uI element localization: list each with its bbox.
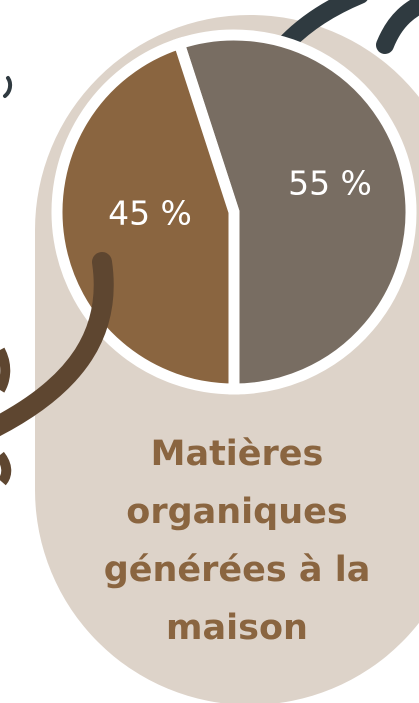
chart-title: Matières organiques générées à la maison xyxy=(103,434,371,648)
decor-stroke xyxy=(0,347,11,393)
value-label: 45 % xyxy=(108,194,192,233)
decor-stroke xyxy=(0,451,12,486)
decor-stroke xyxy=(376,0,419,54)
value-label: 55 % xyxy=(288,164,372,203)
decor-comma xyxy=(3,76,13,98)
pie: 55 % 45 % xyxy=(51,29,417,395)
decor-stroke xyxy=(0,252,114,437)
